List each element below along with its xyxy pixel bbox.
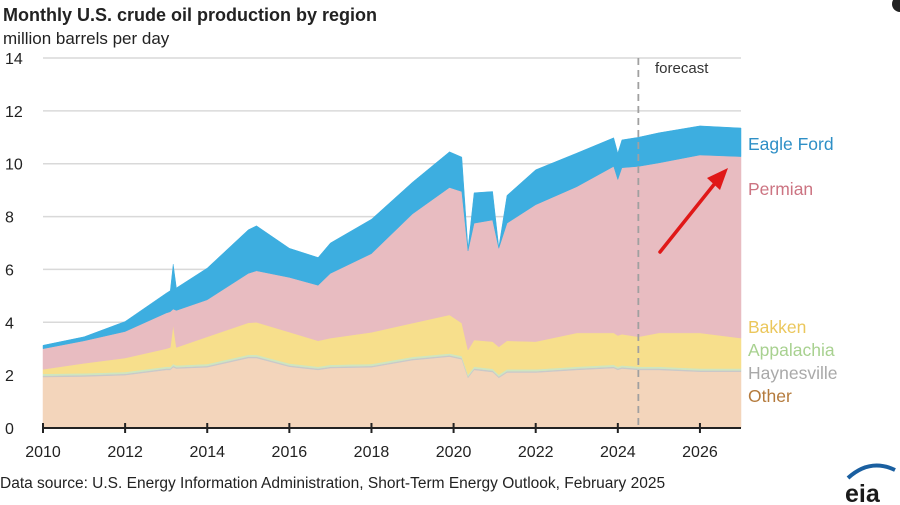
trend-arrow [658,168,728,254]
stacked-areas [42,125,742,429]
x-tick-label: 2022 [518,444,554,461]
series-label-other: Other [748,386,792,406]
x-tick-label: 2010 [25,444,61,461]
y-tick-label: 2 [5,368,14,385]
series-label-eagle-ford: Eagle Ford [748,134,834,154]
forecast-label: forecast [655,60,709,77]
series-label-haynesville: Haynesville [748,363,837,383]
logo-swoosh-icon [846,463,896,480]
series-label-permian: Permian [748,179,813,199]
y-tick-label: 12 [5,104,23,121]
area-eagle-ford [42,125,742,350]
x-axis: 2010 2012 2014 2016 2018 2020 2022 2024 2026 [25,423,741,461]
x-tick-label: 2012 [107,444,143,461]
eia-logo: eia [845,463,896,505]
corner-dot-icon [892,0,900,12]
logo-text: eia [845,480,881,505]
y-tick-label: 6 [5,262,14,279]
arrow-shaft [658,180,718,254]
y-tick-label: 8 [5,210,14,227]
y-tick-label: 0 [5,421,14,438]
x-tick-label: 2016 [272,444,308,461]
data-source: Data source: U.S. Energy Information Adm… [0,475,665,492]
chart-subtitle: million barrels per day [3,29,170,48]
x-tick-label: 2024 [600,444,636,461]
arrow-head-icon [707,168,728,190]
y-tick-label: 14 [5,51,23,68]
y-tick-label: 10 [5,157,23,174]
x-tick-label: 2026 [682,444,718,461]
series-labels: Other Haynesville Appalachia Bakken Permian E… [748,134,837,406]
y-axis: 0 2 4 6 8 10 12 14 [5,51,23,438]
x-tick-label: 2014 [189,444,225,461]
series-label-bakken: Bakken [748,317,806,337]
series-label-appalachia: Appalachia [748,340,835,360]
x-tick-label: 2020 [436,444,472,461]
y-tick-label: 4 [5,315,14,332]
chart-title: Monthly U.S. crude oil production by reg… [3,5,377,25]
x-tick-label: 2018 [354,444,390,461]
